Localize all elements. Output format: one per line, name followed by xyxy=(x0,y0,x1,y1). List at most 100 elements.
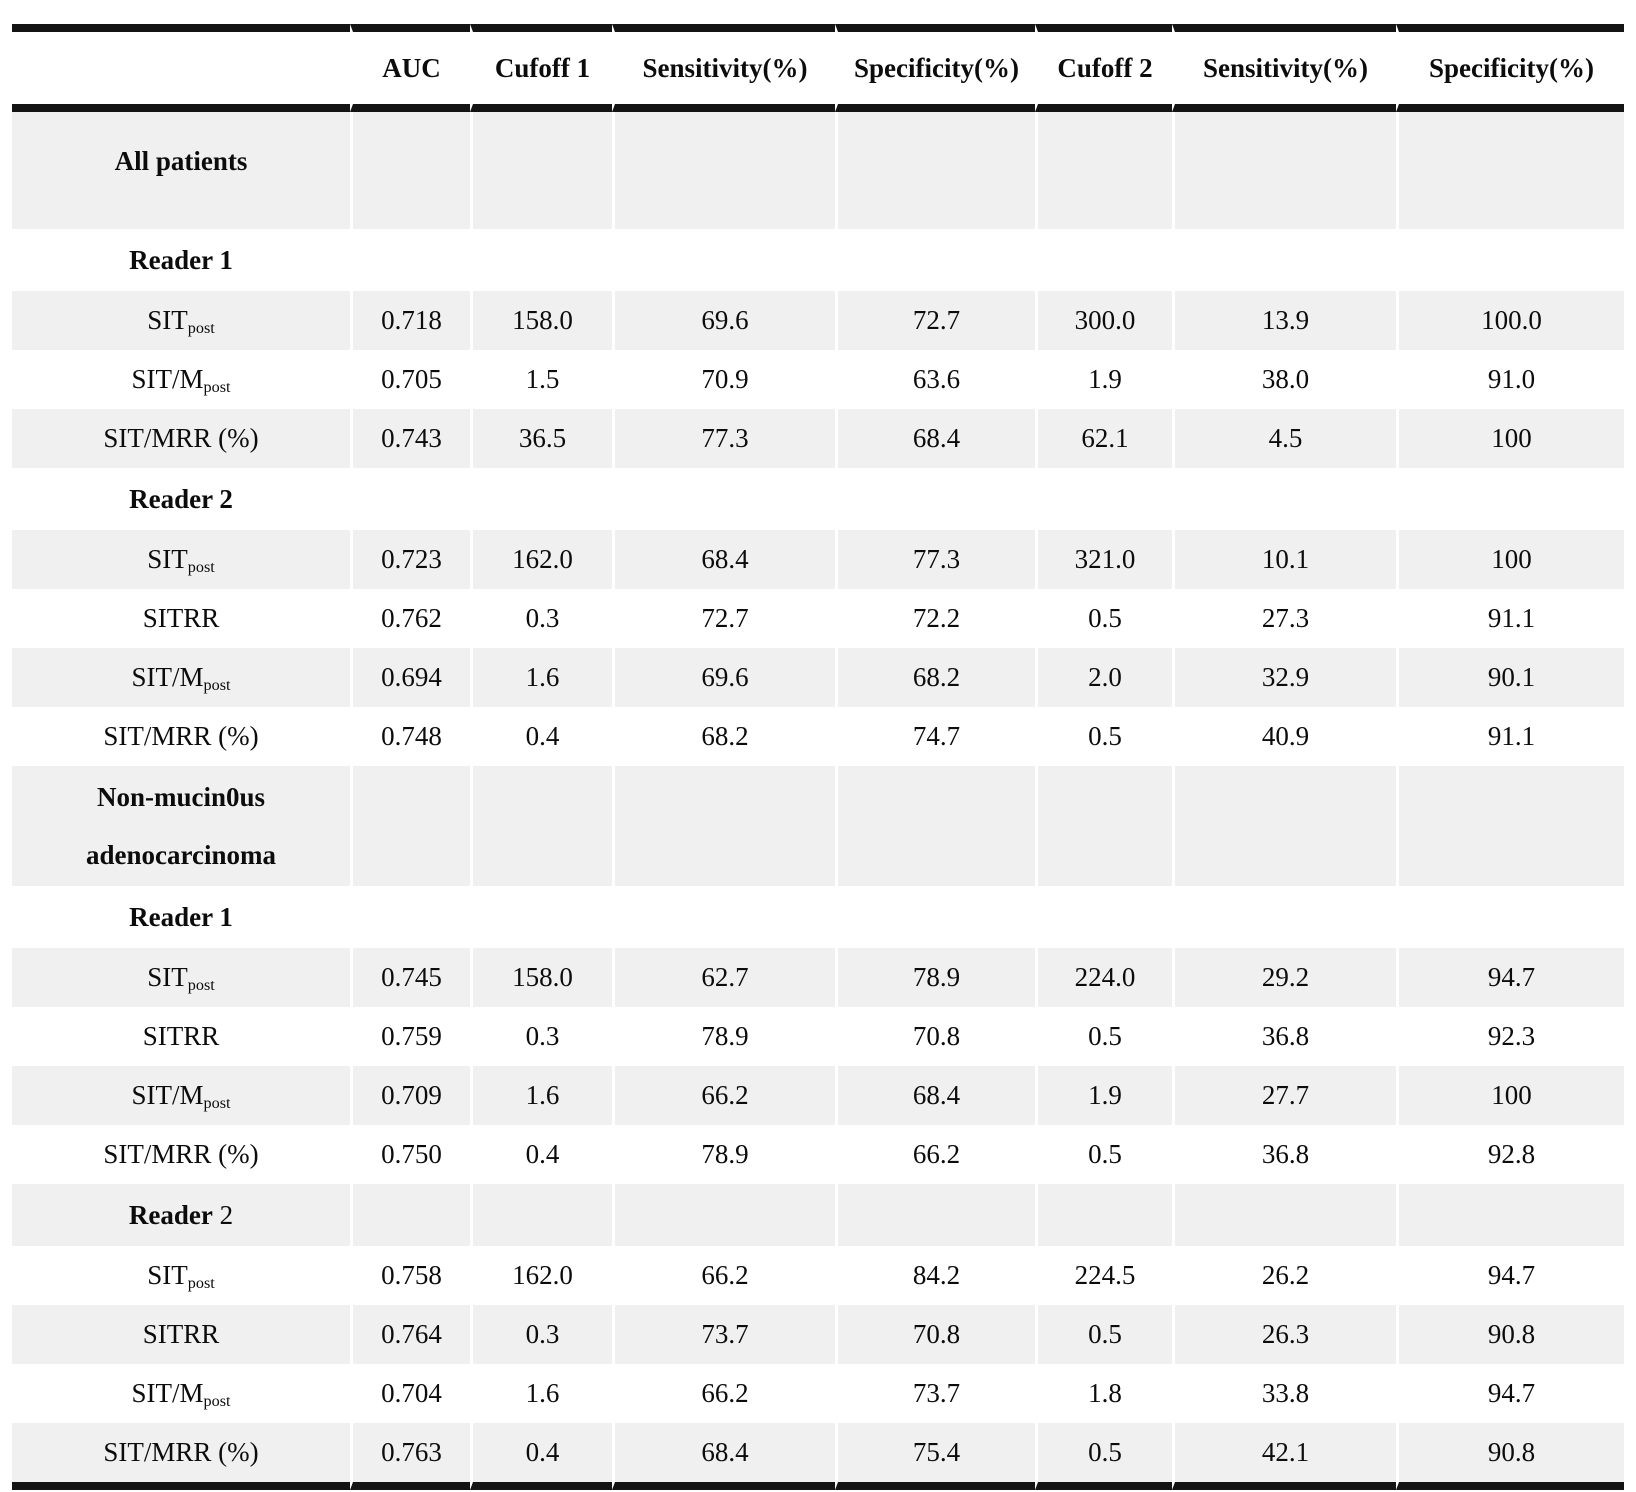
header-cell-cutoff2: Cufoff 2 xyxy=(1035,24,1172,112)
metric-name-subscript: post xyxy=(203,675,231,694)
table-row-data: SITpost 0.758 162.0 66.2 84.2 224.5 26.2 94.7 xyxy=(12,1246,1624,1305)
value-cell xyxy=(612,229,835,291)
row-label: SIT/MRR (%) xyxy=(12,1423,350,1490)
value-cell xyxy=(612,1184,835,1246)
value-cell: 68.4 xyxy=(835,409,1035,468)
subsection-title: Reader xyxy=(128,1199,213,1230)
value-cell: 62.7 xyxy=(612,948,835,1007)
row-label: Reader 2 xyxy=(12,1184,350,1246)
row-label: SITpost xyxy=(12,948,350,1007)
row-label: SITpost xyxy=(12,530,350,589)
value-cell xyxy=(470,1184,612,1246)
row-label: SIT/Mpost xyxy=(12,1364,350,1423)
subsection-title: Reader 2 xyxy=(129,483,233,514)
value-cell xyxy=(835,112,1035,229)
row-label: SIT/MRR (%) xyxy=(12,409,350,468)
value-cell: 1.9 xyxy=(1035,1066,1172,1125)
section-title-line: All patients xyxy=(114,146,248,176)
value-cell: 0.5 xyxy=(1035,1125,1172,1184)
value-cell: 0.3 xyxy=(470,1007,612,1066)
value-cell: 94.7 xyxy=(1396,948,1624,1007)
row-label: SIT/MRR (%) xyxy=(12,1125,350,1184)
value-cell: 158.0 xyxy=(470,291,612,350)
table-row-data: SIT/Mpost 0.705 1.5 70.9 63.6 1.9 38.0 91.0 xyxy=(12,350,1624,409)
header-cell-specificity1: Specificity(%) xyxy=(835,24,1035,112)
table-row-data: SITpost 0.718 158.0 69.6 72.7 300.0 13.9 100.0 xyxy=(12,291,1624,350)
value-cell: 162.0 xyxy=(470,1246,612,1305)
value-cell xyxy=(612,766,835,886)
value-cell xyxy=(350,1184,470,1246)
value-cell: 0.5 xyxy=(1035,589,1172,648)
value-cell: 94.7 xyxy=(1396,1246,1624,1305)
value-cell: 73.7 xyxy=(835,1364,1035,1423)
value-cell: 0.745 xyxy=(350,948,470,1007)
table-row-section: Non-mucin0us adenocarcinoma xyxy=(12,766,1624,886)
value-cell xyxy=(1172,886,1396,948)
table-row-data: SIT/MRR (%) 0.750 0.4 78.9 66.2 0.5 36.8 92.8 xyxy=(12,1125,1624,1184)
value-cell: 68.4 xyxy=(612,530,835,589)
value-cell: 26.2 xyxy=(1172,1246,1396,1305)
metric-name: SIT xyxy=(147,544,188,574)
table-row-data: SITRR 0.762 0.3 72.7 72.2 0.5 27.3 91.1 xyxy=(12,589,1624,648)
value-cell: 36.5 xyxy=(470,409,612,468)
value-cell xyxy=(1172,229,1396,291)
value-cell xyxy=(350,229,470,291)
metric-name-subscript: post xyxy=(187,975,215,994)
value-cell xyxy=(350,468,470,530)
value-cell: 27.7 xyxy=(1172,1066,1396,1125)
value-cell xyxy=(470,886,612,948)
value-cell: 75.4 xyxy=(835,1423,1035,1490)
value-cell: 26.3 xyxy=(1172,1305,1396,1364)
table-row-data: SITpost 0.745 158.0 62.7 78.9 224.0 29.2 94.7 xyxy=(12,948,1624,1007)
value-cell: 0.694 xyxy=(350,648,470,707)
value-cell: 162.0 xyxy=(470,530,612,589)
row-label: Reader 2 xyxy=(12,468,350,530)
value-cell: 73.7 xyxy=(612,1305,835,1364)
value-cell xyxy=(835,766,1035,886)
table-row-data: SIT/Mpost 0.709 1.6 66.2 68.4 1.9 27.7 100 xyxy=(12,1066,1624,1125)
value-cell: 68.2 xyxy=(835,648,1035,707)
value-cell: 0.718 xyxy=(350,291,470,350)
value-cell: 0.762 xyxy=(350,589,470,648)
header-row: AUC Cufoff 1 Sensitivity(%) Specificity(… xyxy=(12,24,1624,112)
value-cell: 68.4 xyxy=(835,1066,1035,1125)
value-cell: 32.9 xyxy=(1172,648,1396,707)
metric-name: SITRR xyxy=(142,1319,220,1349)
value-cell xyxy=(350,766,470,886)
value-cell: 78.9 xyxy=(835,948,1035,1007)
value-cell: 90.8 xyxy=(1396,1423,1624,1490)
table-row-subsection: Reader 1 xyxy=(12,229,1624,291)
value-cell: 0.3 xyxy=(470,1305,612,1364)
row-label: SITpost xyxy=(12,1246,350,1305)
value-cell: 69.6 xyxy=(612,648,835,707)
value-cell: 1.6 xyxy=(470,1364,612,1423)
value-cell: 1.8 xyxy=(1035,1364,1172,1423)
value-cell xyxy=(470,468,612,530)
value-cell: 91.1 xyxy=(1396,589,1624,648)
section-title-line: adenocarcinoma xyxy=(86,840,276,870)
value-cell: 70.9 xyxy=(612,350,835,409)
value-cell: 78.9 xyxy=(612,1125,835,1184)
value-cell xyxy=(1396,229,1624,291)
value-cell: 66.2 xyxy=(612,1246,835,1305)
value-cell xyxy=(612,886,835,948)
metric-name-subscript: post xyxy=(203,377,231,396)
header-cell-auc: AUC xyxy=(350,24,470,112)
value-cell xyxy=(1172,112,1396,229)
value-cell: 33.8 xyxy=(1172,1364,1396,1423)
value-cell xyxy=(612,468,835,530)
value-cell xyxy=(350,886,470,948)
value-cell: 0.705 xyxy=(350,350,470,409)
metric-name: SIT xyxy=(147,962,188,992)
value-cell: 1.6 xyxy=(470,1066,612,1125)
metric-name: SIT xyxy=(147,305,188,335)
row-label: SITpost xyxy=(12,291,350,350)
value-cell xyxy=(1396,468,1624,530)
table-row-data: SIT/Mpost 0.694 1.6 69.6 68.2 2.0 32.9 90.1 xyxy=(12,648,1624,707)
value-cell: 72.7 xyxy=(612,589,835,648)
table-body: All patients Reader 1 SITpost 0.718 158.0 69.… xyxy=(12,112,1624,1490)
row-label: SITRR xyxy=(12,1305,350,1364)
value-cell: 0.4 xyxy=(470,707,612,766)
header-cell-specificity2: Specificity(%) xyxy=(1396,24,1624,112)
value-cell: 0.4 xyxy=(470,1423,612,1490)
